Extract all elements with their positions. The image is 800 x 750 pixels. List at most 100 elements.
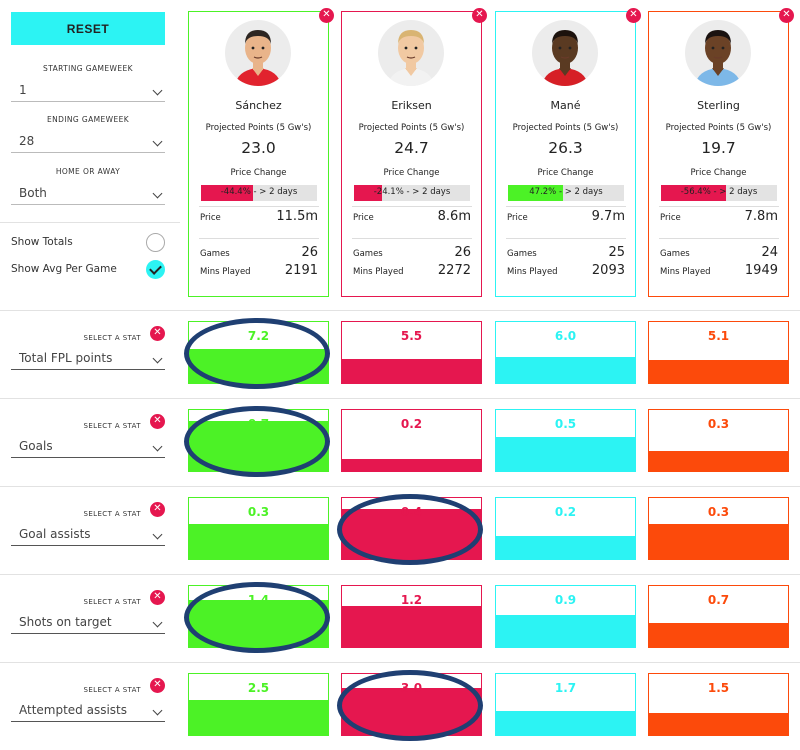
stat-select[interactable]: Shots on target [11,612,165,634]
divider [199,238,319,239]
player-card: ✕ Mané Projected Points (5 Gw's) 26.3 Price … [495,8,641,297]
remove-stat-icon[interactable]: ✕ [150,414,165,429]
stat-value: 5.1 [707,329,730,343]
stat-value: 0.2 [554,505,577,519]
stat-fill-bar [342,458,481,471]
starting-gameweek-select[interactable]: 1 [11,80,165,102]
stat-fill-bar [496,615,635,647]
player-card: ✕ Eriksen Projected Points (5 Gw's) 24.7 Pri… [341,8,487,297]
show-totals-radio[interactable] [146,233,165,252]
stat-value: 1.5 [707,681,730,695]
player-card: ✕ Sánchez Projected Points (5 Gw's) 23.0 Pri… [188,8,334,297]
remove-player-icon[interactable]: ✕ [472,8,487,23]
remove-stat-icon[interactable]: ✕ [150,502,165,517]
player-card: ✕ Sterling Projected Points (5 Gw's) 19.7 Pr… [648,8,794,297]
show-avg-label: Show Avg Per Game [11,263,117,275]
sidebar-divider [0,222,180,223]
stat-fill-bar [496,356,635,383]
stat-value-box: 1.2 [341,585,482,648]
stat-fill-bar [342,358,481,383]
remove-stat-icon[interactable]: ✕ [150,678,165,693]
home-away-label: HOME OR AWAY [55,167,121,176]
price-change-label: Price Change [690,168,747,178]
stat-value-box: 1.5 [648,673,789,736]
projected-points-label: Projected Points (5 Gw's) [358,123,465,133]
mins-played-value: 2191 [284,263,318,278]
stat-select[interactable]: Attempted assists [11,700,165,722]
games-label: Games [507,249,537,259]
chevron-down-icon [152,529,163,540]
games-label: Games [353,249,383,259]
remove-stat-icon[interactable]: ✕ [150,590,165,605]
stat-select[interactable]: Goals [11,436,165,458]
price-change-label: Price Change [383,168,440,178]
chevron-down-icon [152,705,163,716]
price-label: Price [200,213,221,223]
price-label: Price [507,213,528,223]
stat-value: 0.7 [707,593,730,607]
stat-value: 0.3 [247,505,270,519]
stat-select[interactable]: Goal assists [11,524,165,546]
player-avatar [378,20,444,86]
projected-points-label: Projected Points (5 Gw's) [665,123,772,133]
stat-value-box: 0.7 [648,585,789,648]
check-icon[interactable] [146,260,165,279]
chevron-down-icon [152,441,163,452]
stat-value-box: 1.7 [495,673,636,736]
reset-button[interactable]: RESET [11,12,165,45]
home-away-select[interactable]: Both [11,183,165,205]
stat-value-box: 3.0 [341,673,482,736]
select-stat-label: SELECT A STAT [83,422,141,430]
stat-value-box: 5.5 [341,321,482,384]
projected-points-value: 26.3 [548,139,583,157]
remove-stat-icon[interactable]: ✕ [150,326,165,341]
mins-played-value: 1949 [744,263,778,278]
remove-player-icon[interactable]: ✕ [779,8,794,23]
mins-played-value: 2272 [437,263,471,278]
stat-value-box: 0.4 [341,497,482,560]
price-change-bar: -24.1% - > 2 days [354,185,470,201]
remove-player-icon[interactable]: ✕ [626,8,641,23]
stat-value: 1.7 [554,681,577,695]
chevron-down-icon [152,353,163,364]
price-value: 7.8m [744,209,778,224]
price-change-bar: -56.4% - > 2 days [661,185,777,201]
mins-played-label: Mins Played [660,267,711,277]
row-divider [0,662,800,663]
games-value: 26 [301,245,318,260]
row-divider [0,574,800,575]
select-stat-label: SELECT A STAT [83,598,141,606]
price-change-text: -56.4% - > 2 days [680,187,758,197]
stat-fill-bar [649,359,788,383]
stat-value: 0.4 [400,505,423,519]
stat-value-box: 0.2 [495,497,636,560]
stat-value: 1.2 [400,593,423,607]
stat-select-value: Goals [19,439,53,453]
remove-player-icon[interactable]: ✕ [319,8,334,23]
show-totals-toggle[interactable]: Show Totals [11,233,165,253]
games-label: Games [200,249,230,259]
stat-fill-bar [496,535,635,559]
stat-value: 1.4 [247,593,270,607]
price-change-text: -24.1% - > 2 days [373,187,451,197]
price-change-fill [201,185,253,201]
price-change-fill [661,185,727,201]
stat-select[interactable]: Total FPL points [11,348,165,370]
stat-fill-bar [649,622,788,647]
show-avg-toggle[interactable]: Show Avg Per Game [11,260,165,280]
mins-played-label: Mins Played [507,267,558,277]
player-name: Sánchez [235,99,282,112]
stat-value: 0.7 [247,417,270,431]
mins-played-label: Mins Played [200,267,251,277]
price-label: Price [660,213,681,223]
games-value: 24 [761,245,778,260]
stat-value-box: 0.9 [495,585,636,648]
select-stat-label: SELECT A STAT [83,334,141,342]
row-divider [0,398,800,399]
row-divider [0,310,800,311]
divider [506,206,626,207]
stat-value: 0.5 [554,417,577,431]
ending-gameweek-select[interactable]: 28 [11,131,165,153]
stat-value: 0.9 [554,593,577,607]
player-name: Mané [550,99,581,112]
